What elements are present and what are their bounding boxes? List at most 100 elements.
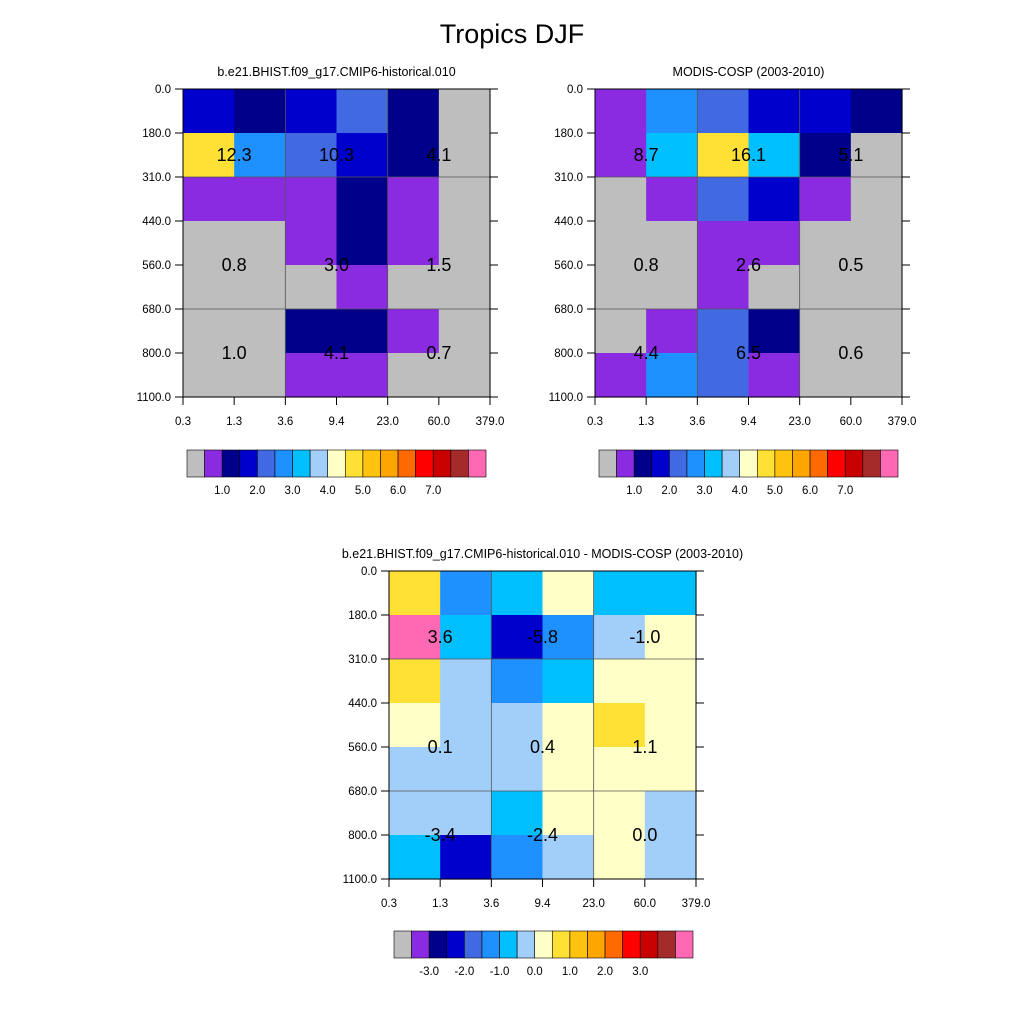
heatmap-cell xyxy=(595,221,647,266)
heatmap-cell xyxy=(595,89,647,134)
colorbar-label: 0.0 xyxy=(527,966,543,978)
heatmap-cell xyxy=(183,309,235,354)
colorbar-swatch xyxy=(616,449,635,478)
colorbar-label: 4.0 xyxy=(320,485,336,497)
colorbar-label: 7.0 xyxy=(837,485,853,497)
heatmap-cell xyxy=(387,353,440,398)
x-tick-label: 23.0 xyxy=(788,416,810,428)
y-tick-label: 1100.0 xyxy=(343,874,377,886)
cell-value-label: 0.8 xyxy=(634,255,659,275)
colorbar-swatch xyxy=(221,449,241,478)
colorbar-swatch xyxy=(569,930,588,959)
heatmap-cell xyxy=(491,703,544,748)
heatmap-cell xyxy=(491,791,544,836)
heatmap-cell xyxy=(336,133,389,178)
heatmap-cell xyxy=(697,89,750,134)
heatmap-cell xyxy=(234,309,286,354)
heatmap-cell xyxy=(697,265,750,310)
y-tick-label: 310.0 xyxy=(348,654,377,666)
heatmap-cell xyxy=(595,353,647,398)
cell-value-label: -5.8 xyxy=(527,627,558,647)
y-tick-label: 310.0 xyxy=(142,172,171,184)
colorbar-label: -2.0 xyxy=(454,966,474,978)
heatmap-cell xyxy=(440,747,492,792)
y-tick-label: 560.0 xyxy=(348,742,377,754)
colorbar-swatch xyxy=(362,449,381,478)
colorbar-label: 2.0 xyxy=(661,485,677,497)
heatmap-cell xyxy=(438,89,491,134)
heatmap-cell xyxy=(440,615,492,660)
heatmap-cell xyxy=(542,659,595,704)
y-tick-label: 680.0 xyxy=(142,304,171,316)
x-tick-label: 379.0 xyxy=(476,416,505,428)
heatmap-cell xyxy=(799,133,852,178)
heatmap-cell xyxy=(593,835,646,880)
heatmap-cell xyxy=(234,265,286,310)
heatmap-cell xyxy=(697,353,750,398)
x-tick-label: 3.6 xyxy=(277,416,293,428)
heatmap-cell xyxy=(748,89,801,134)
heatmap-cell xyxy=(644,747,697,792)
colorbar-swatch xyxy=(516,930,536,959)
heatmap-cell xyxy=(595,177,647,222)
y-tick-label: 560.0 xyxy=(142,260,171,272)
heatmap-cell xyxy=(183,221,235,266)
x-tick-label: 9.4 xyxy=(329,416,346,428)
colorbar-swatch xyxy=(774,449,793,478)
colorbar-swatch xyxy=(327,449,346,478)
heatmap-cell xyxy=(542,791,595,836)
y-tick-label: 680.0 xyxy=(554,304,583,316)
heatmap-cell xyxy=(542,835,595,880)
heatmap-cell xyxy=(389,791,441,836)
colorbar-swatch xyxy=(415,449,434,478)
colorbar-swatch xyxy=(397,449,416,478)
heatmap-cell xyxy=(850,133,903,178)
x-tick-label: 1.3 xyxy=(226,416,242,428)
heatmap-cell xyxy=(234,133,286,178)
heatmap-cell xyxy=(646,133,698,178)
heatmap-cell xyxy=(440,703,492,748)
heatmap-cell xyxy=(697,177,750,222)
x-tick-label: 23.0 xyxy=(582,898,604,910)
cell-value-label: 0.4 xyxy=(530,737,555,757)
colorbar-swatch xyxy=(468,449,487,478)
heatmap-cell xyxy=(748,309,801,354)
heatmap-cell xyxy=(387,89,440,134)
colorbar-swatch xyxy=(274,449,293,478)
cell-value-label: 8.7 xyxy=(634,145,659,165)
colorbar-swatch xyxy=(669,449,688,478)
colorbar-label: 7.0 xyxy=(425,485,441,497)
colorbar-label: 1.0 xyxy=(626,485,642,497)
cell-value-label: -3.4 xyxy=(425,825,456,845)
heatmap-cell xyxy=(336,177,389,222)
colorbar-swatch xyxy=(380,449,399,478)
heatmap-cell xyxy=(697,221,750,266)
colorbar-label: 2.0 xyxy=(597,966,613,978)
heatmap-cell xyxy=(183,353,235,398)
heatmap-cell xyxy=(491,835,544,880)
x-tick-label: 1.3 xyxy=(432,898,448,910)
x-tick-label: 379.0 xyxy=(888,416,917,428)
heatmap-cell xyxy=(593,791,646,836)
colorbar-swatch xyxy=(393,930,412,959)
heatmap-cell xyxy=(336,221,389,266)
x-tick-label: 60.0 xyxy=(634,898,656,910)
cell-value-label: 10.3 xyxy=(319,145,354,165)
heatmap-cell xyxy=(646,177,698,222)
heatmap-cell xyxy=(850,89,903,134)
heatmap-cell xyxy=(644,791,697,836)
heatmap-cell xyxy=(850,177,903,222)
heatmap-cell xyxy=(748,221,801,266)
x-tick-label: 379.0 xyxy=(682,898,711,910)
colorbar-swatch xyxy=(739,449,758,478)
colorbar-label: 6.0 xyxy=(802,485,818,497)
panels: b.e21.BHIST.f09_g17.CMIP6-historical.010… xyxy=(137,65,917,978)
colorbar-swatch xyxy=(686,449,705,478)
heatmap-cell xyxy=(389,747,441,792)
heatmap-cell xyxy=(440,791,492,836)
colorbar-swatch xyxy=(651,449,670,478)
heatmap-cell xyxy=(234,89,286,134)
heatmap-cell xyxy=(234,221,286,266)
colorbar-swatch xyxy=(622,930,641,959)
